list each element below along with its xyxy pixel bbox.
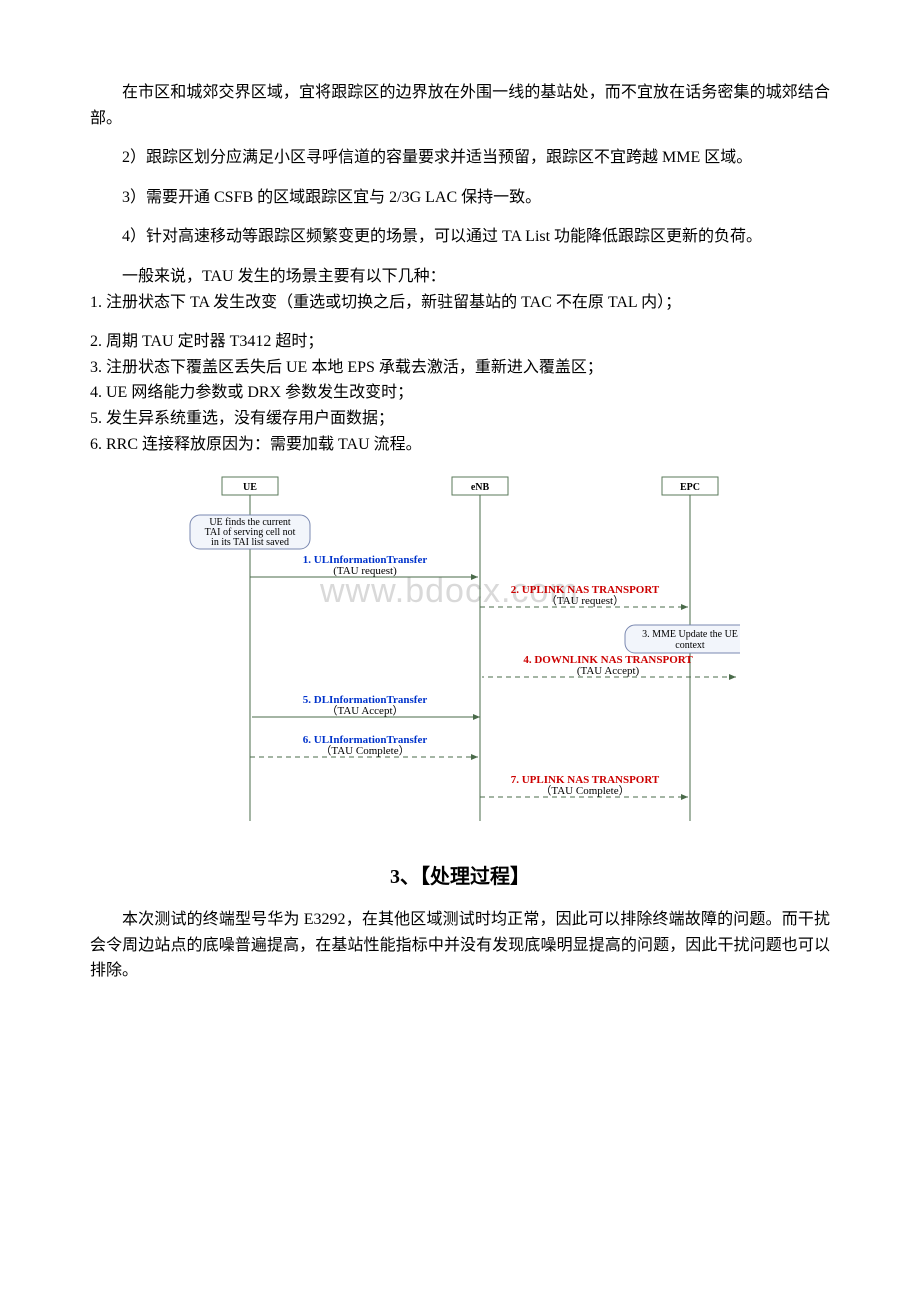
- svg-text:UE: UE: [243, 482, 257, 493]
- paragraph-4: 4）针对高速移动等跟踪区频繁变更的场景，可以通过 TA List 功能降低跟踪区…: [90, 224, 830, 250]
- svg-text:(TAU Accept): (TAU Accept): [577, 665, 640, 677]
- paragraph-3: 3）需要开通 CSFB 的区域跟踪区宜与 2/3G LAC 保持一致。: [90, 185, 830, 211]
- svg-text:（TAU Complete）: （TAU Complete）: [320, 744, 409, 757]
- svg-text:（TAU request）: （TAU request）: [546, 594, 624, 607]
- svg-text:（TAU Complete）: （TAU Complete）: [540, 784, 629, 797]
- svg-text:EPC: EPC: [680, 482, 700, 493]
- page: 在市区和城郊交界区域，宜将跟踪区的边界放在外围一线的基站处，而不宜放在话务密集的…: [0, 0, 920, 1058]
- sequence-diagram-svg: www.bdocx.comUEeNBEPCUE finds the curren…: [180, 467, 740, 827]
- paragraph-after-heading: 本次测试的终端型号华为 E3292，在其他区域测试时均正常，因此可以排除终端故障…: [90, 907, 830, 984]
- svg-text:in its TAI list saved: in its TAI list saved: [211, 537, 289, 548]
- section-heading-3: 3、【处理过程】: [90, 860, 830, 889]
- svg-text:eNB: eNB: [471, 482, 490, 493]
- svg-text:3. MME Update the UE: 3. MME Update the UE: [642, 629, 738, 640]
- list-item-2: 2. 周期 TAU 定时器 T3412 超时；: [90, 329, 830, 355]
- paragraph-5-intro: 一般来说，TAU 发生的场景主要有以下几种：: [90, 264, 830, 290]
- svg-text:（TAU Accept）: （TAU Accept）: [326, 704, 403, 717]
- svg-text:(TAU request): (TAU request): [333, 565, 397, 577]
- list-item-5: 5. 发生异系统重选，没有缓存用户面数据；: [90, 406, 830, 432]
- paragraph-1: 在市区和城郊交界区域，宜将跟踪区的边界放在外围一线的基站处，而不宜放在话务密集的…: [90, 80, 830, 131]
- list-item-3: 3. 注册状态下覆盖区丢失后 UE 本地 EPS 承载去激活，重新进入覆盖区；: [90, 355, 830, 381]
- list-item-4: 4. UE 网络能力参数或 DRX 参数发生改变时；: [90, 380, 830, 406]
- list-item-6: 6. RRC 连接释放原因为：需要加载 TAU 流程。: [90, 432, 830, 458]
- paragraph-2: 2）跟踪区划分应满足小区寻呼信道的容量要求并适当预留，跟踪区不宜跨越 MME 区…: [90, 145, 830, 171]
- sequence-diagram: www.bdocx.comUEeNBEPCUE finds the curren…: [180, 467, 740, 832]
- svg-text:context: context: [675, 640, 705, 651]
- list-item-1: 1. 注册状态下 TA 发生改变（重选或切换之后，新驻留基站的 TAC 不在原 …: [90, 290, 830, 316]
